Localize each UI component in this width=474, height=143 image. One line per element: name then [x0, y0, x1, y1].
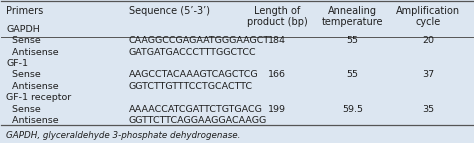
Text: 20: 20 [422, 36, 434, 45]
Text: GGTCTTGTTTCCTGCACTTC: GGTCTTGTTTCCTGCACTTC [128, 82, 253, 91]
Text: Length of
product (bp): Length of product (bp) [246, 6, 308, 27]
Text: Sense: Sense [6, 105, 41, 114]
Text: 59.5: 59.5 [342, 105, 363, 114]
Text: GF-1: GF-1 [6, 59, 28, 68]
Text: GGTTCTTCAGGAAGGACAAGG: GGTTCTTCAGGAAGGACAAGG [128, 116, 267, 125]
Text: AAAACCATCGATTCTGTGACG: AAAACCATCGATTCTGTGACG [128, 105, 263, 114]
Text: Sense: Sense [6, 70, 41, 79]
Text: GAPDH: GAPDH [6, 25, 40, 34]
Text: Antisense: Antisense [6, 116, 59, 125]
Text: Sense: Sense [6, 36, 41, 45]
Text: GF-1 receptor: GF-1 receptor [6, 93, 72, 102]
Text: 55: 55 [346, 70, 358, 79]
Text: CAAGGCCGAGAATGGGAAGCT: CAAGGCCGAGAATGGGAAGCT [128, 36, 270, 45]
Text: Sequence (5’-3’): Sequence (5’-3’) [128, 6, 210, 16]
Text: Annealing
temperature: Annealing temperature [322, 6, 383, 27]
Text: Antisense: Antisense [6, 82, 59, 91]
Text: 184: 184 [268, 36, 286, 45]
Text: 55: 55 [346, 36, 358, 45]
Text: Amplification
cycle: Amplification cycle [396, 6, 460, 27]
Text: GATGATGACCCTTTGGCTCC: GATGATGACCCTTTGGCTCC [128, 48, 256, 57]
Text: AAGCCTACAAAGTCAGCTCG: AAGCCTACAAAGTCAGCTCG [128, 70, 258, 79]
Text: 199: 199 [268, 105, 286, 114]
Text: Antisense: Antisense [6, 48, 59, 57]
Text: 166: 166 [268, 70, 286, 79]
Text: Primers: Primers [6, 6, 43, 16]
Text: 35: 35 [422, 105, 434, 114]
Text: 37: 37 [422, 70, 434, 79]
Text: GAPDH, glyceraldehyde 3-phosphate dehydrogenase.: GAPDH, glyceraldehyde 3-phosphate dehydr… [6, 131, 240, 140]
